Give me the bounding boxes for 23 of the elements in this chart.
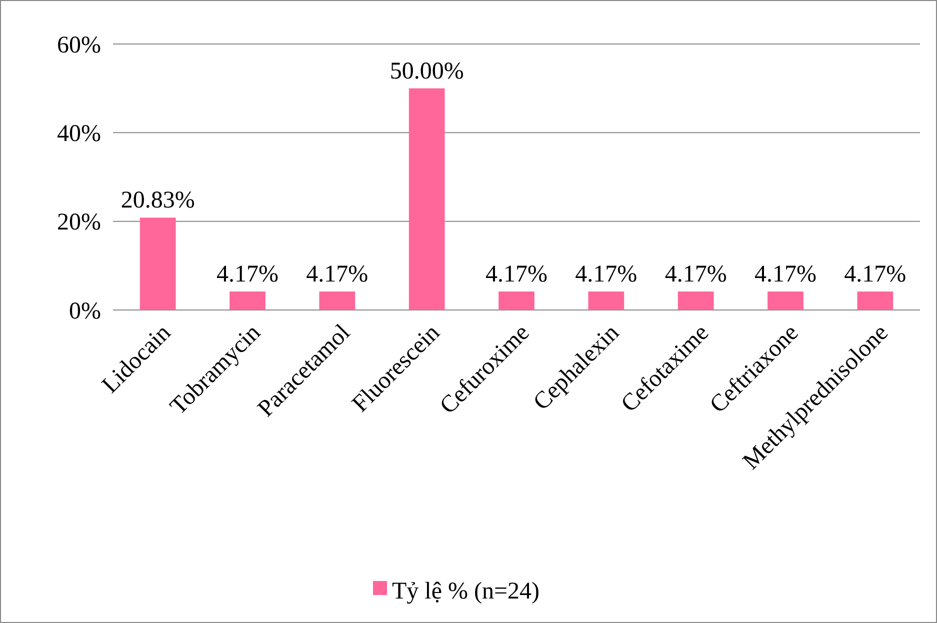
data-label: 4.17% bbox=[754, 262, 816, 288]
data-label: 4.17% bbox=[844, 262, 906, 288]
bar bbox=[408, 88, 445, 310]
y-tick-label: 40% bbox=[57, 121, 101, 148]
y-tick-label: 60% bbox=[57, 32, 101, 58]
bar bbox=[857, 292, 894, 310]
data-label: 4.17% bbox=[664, 262, 727, 288]
bar bbox=[140, 218, 176, 310]
bar bbox=[230, 292, 266, 310]
data-label: 50.00% bbox=[390, 58, 464, 84]
y-tick-label: 0% bbox=[69, 298, 101, 324]
data-label: 4.17% bbox=[306, 262, 368, 288]
bar bbox=[588, 292, 624, 310]
y-tick-label: 20% bbox=[57, 210, 101, 236]
data-label: 4.17% bbox=[216, 262, 278, 288]
bar bbox=[678, 292, 714, 310]
bar bbox=[768, 292, 804, 310]
legend-label: Tỷ lệ % (n=24) bbox=[392, 578, 540, 604]
bar bbox=[498, 292, 534, 310]
data-label: 20.83% bbox=[120, 188, 195, 214]
bar bbox=[319, 292, 356, 310]
data-label: 4.17% bbox=[575, 262, 638, 288]
data-label: 4.17% bbox=[486, 262, 548, 288]
